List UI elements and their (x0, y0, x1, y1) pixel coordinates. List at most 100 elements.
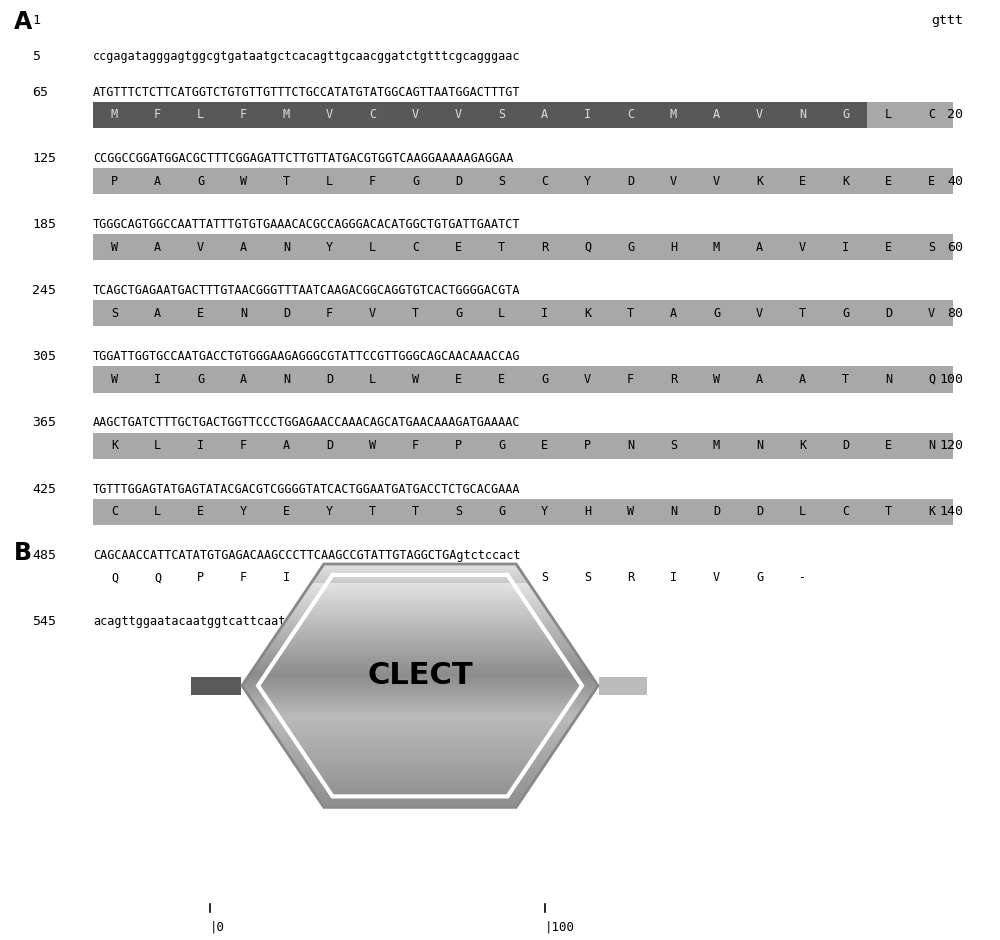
Text: F: F (326, 306, 333, 320)
Text: E: E (455, 373, 462, 386)
Text: G: G (627, 241, 634, 254)
Bar (222, 499, 265, 525)
Text: I: I (670, 572, 677, 585)
Bar (308, 565, 351, 591)
Bar (910, 102, 953, 128)
Text: L: L (326, 175, 333, 188)
Text: ccgagatagggagtggcgtgataatgctcacagttgcaacggatctgtttcgcagggaac: ccgagatagggagtggcgtgataatgctcacagttgcaac… (93, 50, 520, 63)
Bar (261, 656, 579, 659)
Bar (781, 102, 824, 128)
Text: A: A (283, 439, 290, 452)
Text: 245: 245 (32, 284, 56, 297)
Bar (566, 300, 609, 326)
Text: H: H (670, 241, 677, 254)
Bar (523, 300, 566, 326)
Text: G: G (498, 439, 505, 452)
Text: T: T (412, 572, 419, 585)
Bar (566, 499, 609, 525)
Bar (652, 300, 695, 326)
Bar (480, 102, 523, 128)
Text: N: N (283, 373, 290, 386)
Bar (437, 234, 480, 260)
Text: D: D (283, 306, 290, 320)
Bar (523, 367, 566, 393)
Text: V: V (197, 241, 204, 254)
Bar (265, 168, 308, 194)
Bar (251, 697, 589, 700)
Bar (480, 234, 523, 260)
Text: CAGCAACCATTCATATGTGAGACAAGCCCTTCAAGCCGTATTGTAGGCTGAgtctccact: CAGCAACCATTCATATGTGAGACAAGCCCTTCAAGCCGTA… (93, 549, 520, 561)
Bar (307, 780, 533, 783)
Bar (222, 234, 265, 260)
Bar (652, 168, 695, 194)
Text: V: V (756, 108, 763, 121)
Text: F: F (240, 572, 247, 585)
Bar (480, 367, 523, 393)
Bar (267, 647, 573, 650)
Text: N: N (283, 241, 290, 254)
Bar (265, 432, 308, 459)
Text: E: E (885, 175, 892, 188)
Bar (294, 608, 546, 610)
Bar (652, 367, 695, 393)
Text: D: D (326, 373, 333, 386)
Text: W: W (412, 373, 419, 386)
Bar (308, 432, 351, 459)
Bar (246, 679, 594, 681)
Text: G: G (541, 373, 548, 386)
Text: V: V (670, 175, 677, 188)
Text: P: P (111, 175, 118, 188)
Text: E: E (928, 175, 935, 188)
Bar (308, 499, 351, 525)
Text: Y: Y (326, 241, 333, 254)
Text: S: S (670, 439, 677, 452)
Text: C: C (541, 175, 548, 188)
Text: -: - (799, 572, 806, 585)
Text: 120: 120 (939, 439, 963, 452)
Bar (566, 367, 609, 393)
Text: V: V (713, 572, 720, 585)
Text: L: L (154, 506, 161, 518)
Text: F: F (240, 108, 247, 121)
Text: G: G (842, 108, 849, 121)
Bar (269, 644, 571, 647)
Bar (271, 727, 569, 729)
Bar (253, 700, 587, 703)
Bar (523, 168, 566, 194)
Text: T: T (627, 306, 634, 320)
Bar (609, 432, 652, 459)
Bar (738, 300, 781, 326)
Text: E: E (885, 241, 892, 254)
Bar (523, 499, 566, 525)
Text: Q: Q (111, 572, 118, 585)
Bar (272, 729, 568, 732)
Bar (256, 664, 584, 666)
Bar (323, 564, 517, 567)
Bar (292, 610, 548, 613)
Bar (437, 102, 480, 128)
Bar (566, 432, 609, 459)
Bar (738, 234, 781, 260)
Bar (317, 573, 523, 576)
Bar (738, 168, 781, 194)
Bar (824, 234, 867, 260)
Bar (394, 102, 437, 128)
Bar (136, 102, 179, 128)
Bar (222, 102, 265, 128)
Bar (305, 778, 535, 780)
Text: N: N (240, 306, 247, 320)
Bar (289, 615, 551, 618)
Text: C: C (369, 108, 376, 121)
Text: W: W (111, 373, 118, 386)
Bar (254, 666, 586, 668)
Text: V: V (799, 241, 806, 254)
Bar (253, 668, 587, 671)
Bar (738, 367, 781, 393)
Text: E: E (498, 373, 505, 386)
Text: G: G (197, 175, 204, 188)
Text: S: S (455, 572, 462, 585)
Bar (738, 102, 781, 128)
Text: M: M (713, 241, 720, 254)
Text: B: B (14, 541, 32, 565)
Text: V: V (326, 108, 333, 121)
